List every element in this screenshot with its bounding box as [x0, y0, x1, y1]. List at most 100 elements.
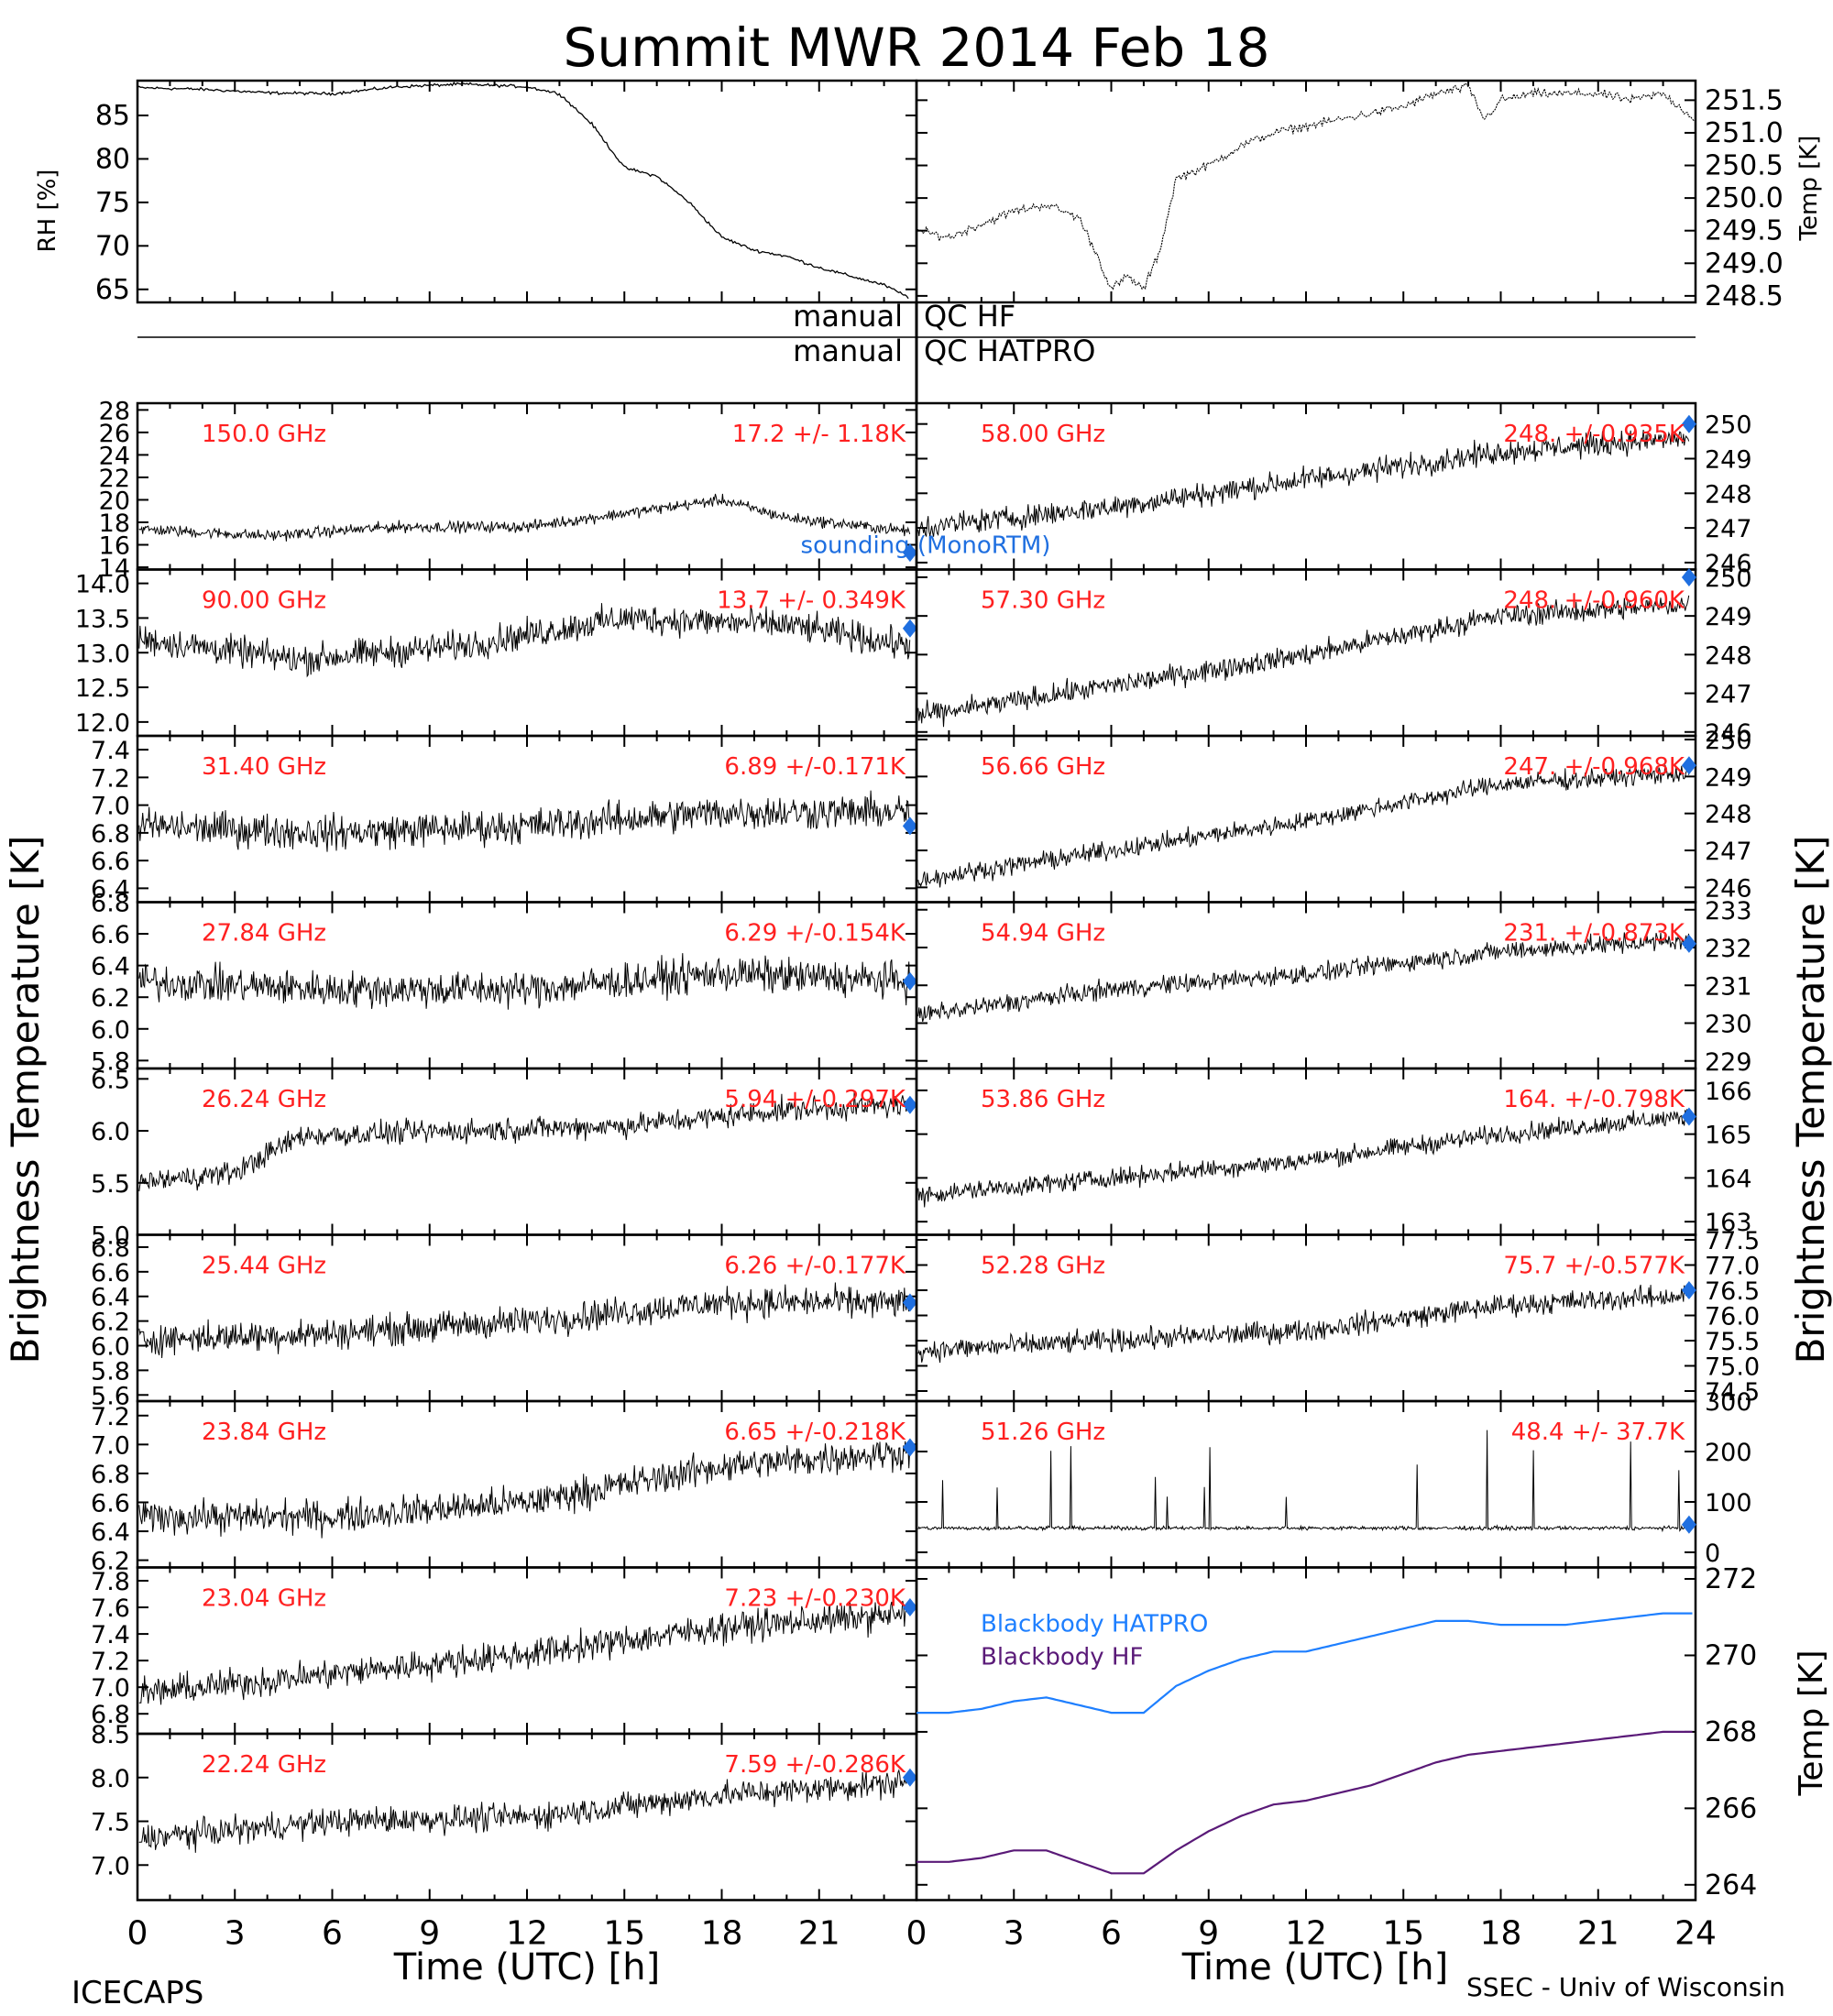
panel-hf-150-ytick-label: 28	[99, 397, 130, 425]
qc-hf-manual: manual	[793, 299, 903, 334]
panel-hatpro-51.26-sounding-marker	[1681, 1515, 1696, 1534]
xtick-left-label: 9	[419, 1915, 440, 1953]
panel-hatpro-23.0-ytick-label: 6.8	[91, 1701, 130, 1729]
panel-hf-90-ytick-label: 12.5	[75, 674, 130, 703]
panel-hatpro-53.86-freq-label: 53.86 GHz	[981, 1086, 1105, 1113]
panel-hatpro-27-ytick-label: 5.8	[91, 1047, 130, 1076]
panel-hatpro-26-freq-label: 26.24 GHz	[202, 1086, 326, 1113]
panel-hatpro-56.66-series	[917, 762, 1690, 888]
panel-hatpro-31-ytick-label: 6.8	[91, 820, 130, 849]
panel-hatpro-53.86-stat-label: 164. +/-0.798K	[1503, 1086, 1685, 1113]
panel-hatpro-54.94-ytick-label: 233	[1705, 897, 1752, 926]
panel-hatpro-56.66-ytick-label: 250	[1705, 727, 1752, 755]
panel-hatpro-27-series	[138, 953, 911, 1010]
panel-hatpro-53.86-ytick-label: 165	[1705, 1122, 1752, 1150]
panel-hatpro-56.66-ytick-label: 248	[1705, 801, 1752, 829]
panel-hatpro-25-ytick-label: 6.0	[91, 1333, 130, 1362]
panel-hatpro-31-ytick-label: 7.4	[91, 737, 130, 765]
panel-hatpro-57.3-freq-label: 57.30 GHz	[981, 587, 1105, 615]
panel-hatpro-25-ytick-label: 6.6	[91, 1259, 130, 1287]
qc-bar: manual QC HF manual QC HATPRO	[137, 299, 1696, 403]
xtick-left-label: 21	[798, 1915, 840, 1953]
blackbody-panel-ytick-label: 272	[1705, 1563, 1757, 1595]
panel-hatpro-25-sounding-marker	[902, 1293, 917, 1312]
panel-hatpro-26-ytick-label: 5.5	[91, 1170, 130, 1199]
panel-hatpro-54.94-sounding-marker	[1681, 934, 1696, 953]
xtick-left-label: 0	[127, 1915, 148, 1953]
panel-hatpro-23.8-series	[138, 1441, 911, 1539]
temp-panel-ytick-label: 251.0	[1705, 117, 1784, 149]
right-ylabel: Brightness Temperature [K]	[1788, 836, 1833, 1364]
blackbody-series-0	[916, 1612, 1693, 1715]
blackbody-panel-ytick-label: 268	[1705, 1716, 1757, 1748]
panel-hatpro-52.28-ytick-label: 75.5	[1705, 1328, 1760, 1356]
panel-hatpro-26-series	[138, 1090, 911, 1192]
panel-hatpro-58-ytick-label: 246	[1705, 550, 1752, 578]
panel-hatpro-51.26-ytick-label: 200	[1705, 1439, 1752, 1467]
xtick-right-label: 24	[1674, 1915, 1717, 1953]
temp-panel-ytick-label: 248.5	[1705, 280, 1784, 312]
panel-hatpro-58-ytick-label: 249	[1705, 446, 1752, 475]
panel-hatpro-31-sounding-marker	[902, 816, 917, 836]
panel-hatpro-25-ytick-label: 6.8	[91, 1234, 130, 1263]
temp-panel-ytick-label: 249.5	[1705, 215, 1784, 247]
panel-hf-150-ytick-label: 14	[99, 554, 130, 583]
panel-hatpro-52.28-sounding-marker	[1681, 1281, 1696, 1299]
figure-title: Summit MWR 2014 Feb 18	[564, 16, 1270, 79]
panel-hf-150-freq-label: 150.0 GHz	[202, 421, 326, 448]
rh-panel-frame	[136, 79, 918, 304]
panel-hatpro-53.86-ytick-label: 163	[1705, 1209, 1752, 1237]
panel-hatpro-56.66-ytick-label: 249	[1705, 763, 1752, 792]
panel-hatpro-52.28-ytick-label: 75.0	[1705, 1353, 1760, 1382]
panel-hf-150-series	[138, 493, 911, 542]
panel-hatpro-25-ytick-label: 6.2	[91, 1309, 130, 1337]
xtick-left-label: 18	[701, 1915, 743, 1953]
panel-hatpro-58-ytick-label: 247	[1705, 515, 1752, 543]
panel-hatpro-23.0-sounding-marker	[902, 1598, 917, 1617]
blackbody-legend-1: Blackbody HF	[981, 1644, 1143, 1671]
panel-hatpro-23.0-series	[138, 1600, 911, 1705]
panel-hatpro-57.3-ytick-label: 246	[1705, 719, 1752, 748]
panel-hatpro-57.3-ytick-label: 247	[1705, 681, 1752, 709]
panel-hatpro-25-stat-label: 6.26 +/-0.177K	[724, 1253, 906, 1280]
panel-hatpro-51.26-ytick-label: 0	[1705, 1539, 1720, 1568]
rh-axis-label: RH [%]	[34, 170, 61, 253]
panel-hf-90-ytick-label: 13.0	[75, 640, 130, 668]
xtick-left-label: 12	[506, 1915, 548, 1953]
panel-hatpro-27-ytick-label: 6.4	[91, 953, 130, 981]
panel-hatpro-23.8-ytick-label: 6.6	[91, 1489, 130, 1517]
blackbody-panel-ytick-label: 266	[1705, 1792, 1757, 1824]
panel-hatpro-22-series	[138, 1769, 911, 1853]
qc-hatpro-manual: manual	[793, 334, 903, 368]
panel-hatpro-23.8-ytick-label: 7.2	[91, 1403, 130, 1431]
blackbody-legend-0: Blackbody HATPRO	[981, 1611, 1208, 1638]
panel-hatpro-26-stat-label: 5.94 +/-0.297K	[724, 1086, 906, 1113]
panel-hatpro-23.0-ytick-label: 7.0	[91, 1674, 130, 1703]
panel-hatpro-31-ytick-label: 7.2	[91, 764, 130, 793]
panel-hatpro-31-stat-label: 6.89 +/-0.171K	[724, 753, 906, 781]
panel-hf-150-stat-label: 17.2 +/- 1.18K	[732, 421, 906, 448]
rh-series-line	[137, 82, 909, 300]
panel-hatpro-58-stat-label: 248. +/-0.935K	[1503, 421, 1685, 448]
panel-hatpro-51.26-ytick-label: 300	[1705, 1388, 1752, 1417]
panel-hatpro-22-ytick-label: 7.5	[91, 1809, 130, 1837]
panel-hatpro-27-ytick-label: 6.0	[91, 1016, 130, 1045]
panel-hatpro-23.0-ytick-label: 7.4	[91, 1621, 130, 1649]
panel-hatpro-56.66-freq-label: 56.66 GHz	[981, 753, 1105, 781]
panel-hatpro-57.3-stat-label: 248. +/-0.960K	[1503, 587, 1685, 615]
panel-hatpro-23.0-ytick-label: 7.6	[91, 1594, 130, 1623]
panel-hatpro-25-ytick-label: 5.6	[91, 1382, 130, 1410]
xlabel-left: Time (UTC) [h]	[393, 1946, 660, 1989]
panel-hf-150-ytick-label: 20	[99, 487, 130, 515]
panel-hatpro-23.0-stat-label: 7.23 +/-0.230K	[724, 1585, 906, 1613]
panel-hatpro-25-series	[138, 1282, 911, 1359]
temp-axis-label: Temp [K]	[1795, 136, 1823, 242]
panel-hf-90-ytick-label: 12.0	[75, 709, 130, 738]
panel-hatpro-56.66-stat-label: 247. +/-0.968K	[1503, 753, 1685, 781]
panel-hf-90-freq-label: 90.00 GHz	[202, 587, 326, 615]
panel-hatpro-22-ytick-label: 8.0	[91, 1765, 130, 1793]
panel-hatpro-22-ytick-label: 7.0	[91, 1852, 130, 1880]
temp-panel-ytick-label: 249.0	[1705, 247, 1784, 279]
footer-left: ICECAPS	[71, 1975, 203, 2011]
temp-panel-ytick-label: 250.5	[1705, 150, 1784, 182]
